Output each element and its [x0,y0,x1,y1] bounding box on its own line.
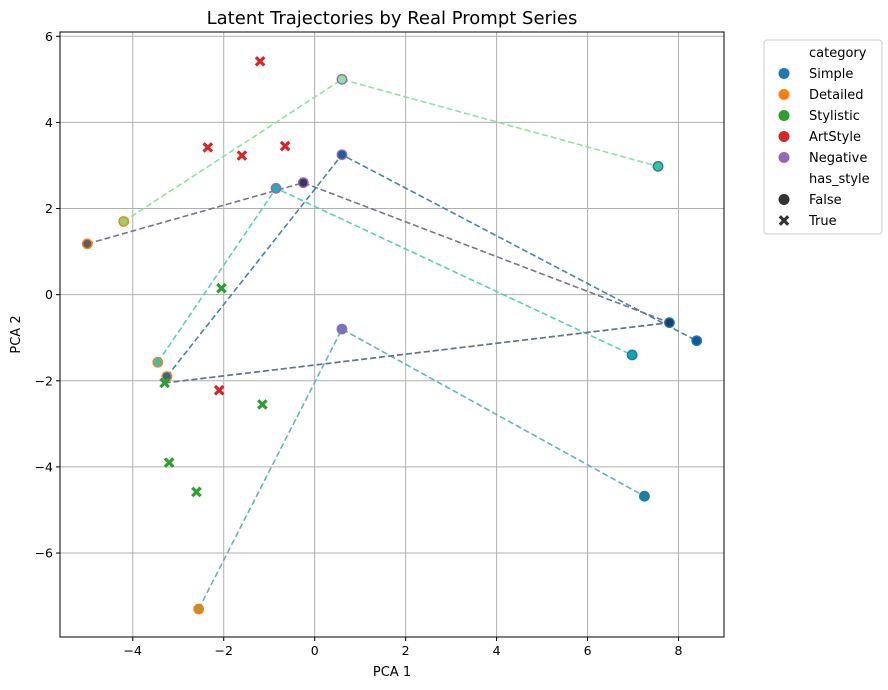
x-tick-label: 4 [493,643,501,658]
legend-box [763,39,883,235]
point-marker [191,486,202,498]
y-tick-label: 6 [45,29,53,44]
plot-frame [59,31,725,638]
point-marker [159,377,170,389]
axis-ticks: −4 −2 0 2 4 6 8 −6 −4 −2 0 2 4 6 [35,29,683,658]
legend-hue-label: Simple [809,67,853,82]
point-marker [336,323,348,335]
legend-hue-marker [778,131,790,142]
y-axis-label: PCA 2 [9,315,24,353]
legend-hue-marker [778,110,790,121]
legend: category has_style Simple Detailed Stylist… [763,39,883,235]
point-marker [664,317,675,329]
point-marker [257,399,268,410]
x-tick-label: 0 [311,643,319,658]
point-marker [163,457,175,468]
point-face [628,350,637,359]
x-tick-label: −4 [124,643,142,658]
x-tick-label: 2 [402,643,410,658]
legend-style-marker [778,215,790,226]
trajectory-line [198,328,645,610]
x-tick-label: −2 [215,643,233,658]
legend-hue-marker [778,68,790,79]
trajectory-line [164,321,670,384]
legend-hue-label: ArtStyle [809,130,861,145]
y-tick-label: 4 [45,115,53,130]
y-tick-label: −2 [35,373,53,388]
chart-title: Latent Trajectories by Real Prompt Serie… [207,8,578,29]
legend-style-label: False [809,193,842,208]
point-face [692,336,701,345]
point-marker [193,603,205,615]
y-tick-label: 0 [45,287,53,302]
legend-style-title: has_style [809,172,870,187]
point-marker [254,55,266,67]
point-marker [118,216,130,227]
y-tick-label: 2 [45,201,53,216]
x-axis-label: PCA 1 [373,665,411,680]
point-face [299,178,308,187]
legend-hue-label: Negative [809,151,867,166]
point-face [654,162,663,171]
point-marker [81,238,93,250]
trajectory-line [87,181,670,324]
point-face [153,358,162,367]
trajectory-line [166,153,698,377]
point-face [162,372,171,381]
point-face [665,318,674,327]
point-marker [202,142,214,153]
data-points [81,55,703,615]
point-marker [639,490,650,502]
legend-style-label: True [808,214,837,229]
point-face [337,150,346,159]
point-face [83,239,92,248]
y-tick-label: −6 [35,546,53,561]
point-face [640,492,649,501]
point-marker [161,371,173,382]
legend-items: Simple Detailed Stylistic ArtStyle Negative F… [778,67,867,229]
legend-hue-label: Stylistic [809,109,860,124]
trajectory-lines [87,78,698,610]
point-marker [336,73,348,85]
legend-hue-marker [778,152,790,163]
point-face [337,325,346,334]
point-marker [152,356,164,368]
legend-hue-title: category [809,46,867,61]
point-marker [652,160,664,172]
x-tick-label: 6 [584,643,592,658]
point-marker [626,349,638,361]
legend-hue-marker [778,89,790,100]
trajectory-line [123,78,659,223]
point-marker [213,384,225,396]
point-marker [236,150,248,161]
grid [60,32,724,637]
point-marker [691,335,703,347]
point-marker [270,182,282,194]
point-marker [216,282,227,294]
x-tick-label: 8 [675,643,683,658]
point-marker [336,149,348,161]
point-face [272,184,281,193]
legend-style-marker [778,194,790,205]
point-face [194,605,203,614]
point-marker [279,140,291,152]
y-tick-label: −4 [35,459,53,474]
point-marker [297,177,309,189]
legend-hue-label: Detailed [809,88,864,103]
point-face [337,75,346,84]
point-face [119,217,128,226]
